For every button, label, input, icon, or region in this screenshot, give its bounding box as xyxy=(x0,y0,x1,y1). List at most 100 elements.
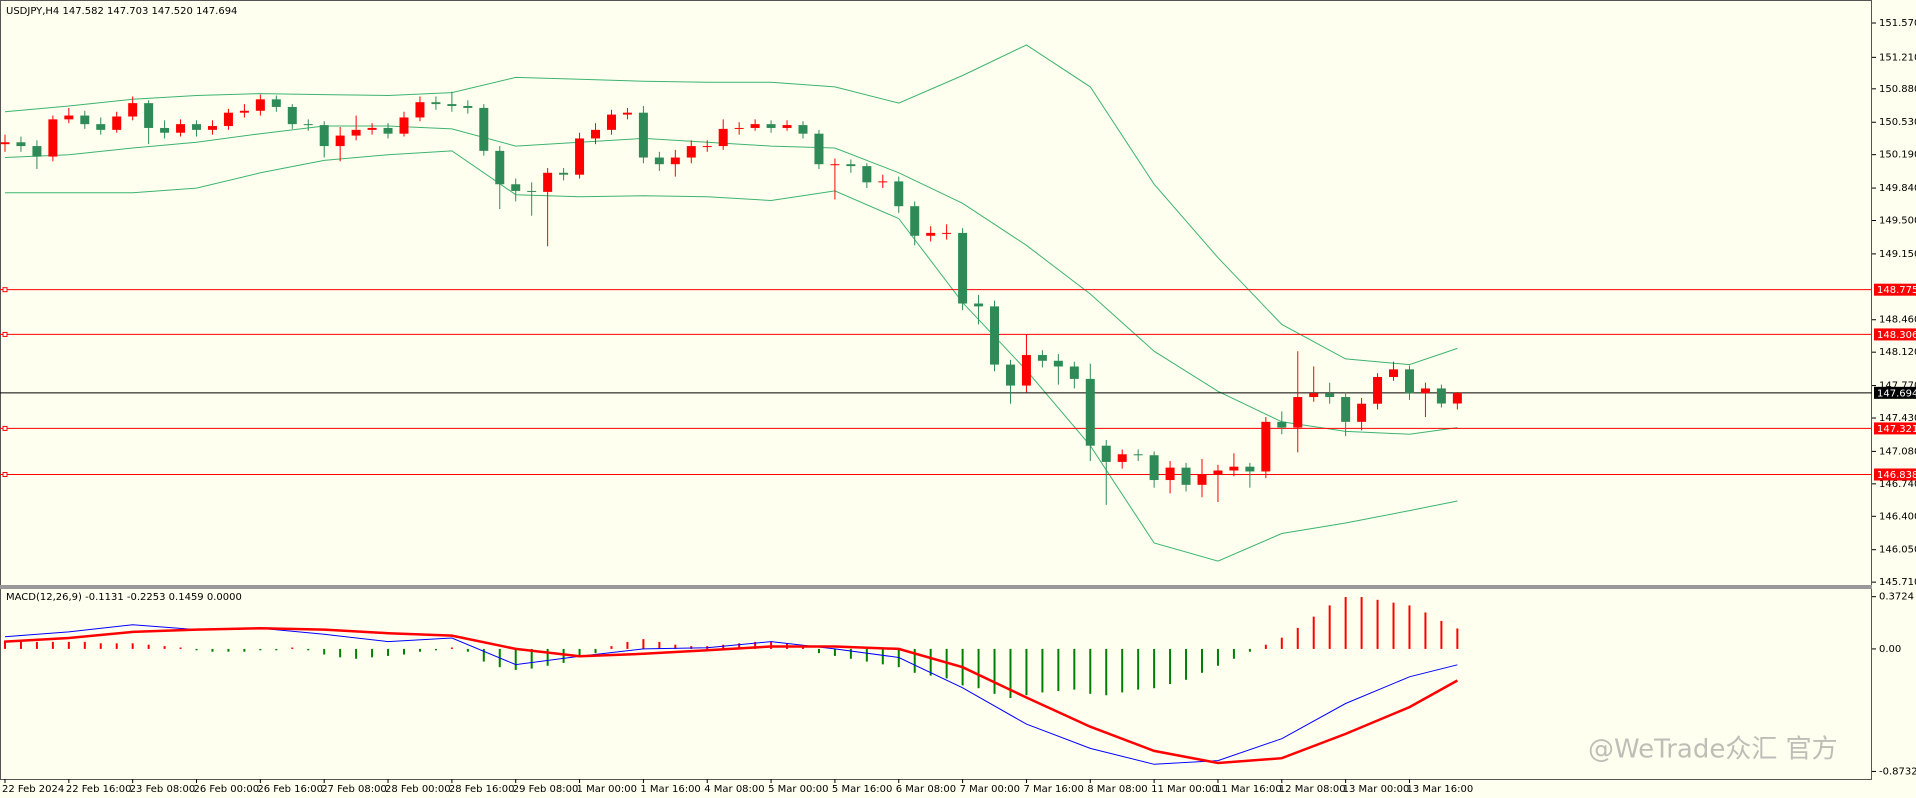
candle-body xyxy=(1436,388,1446,404)
candle-body xyxy=(1404,369,1414,394)
level-handle xyxy=(2,331,8,337)
candle-body xyxy=(495,150,505,185)
candle-body xyxy=(814,133,824,165)
x-tick-label: 27 Feb 08:00 xyxy=(321,784,387,795)
price-label-box xyxy=(1874,386,1916,399)
candle-body xyxy=(1149,455,1159,481)
candle-body xyxy=(80,115,90,125)
candle-body xyxy=(223,112,233,127)
candle-body xyxy=(1037,355,1047,361)
candle-body xyxy=(654,157,664,165)
candle-body xyxy=(1133,454,1143,456)
candle-body xyxy=(830,164,840,166)
x-tick-label: 7 Mar 00:00 xyxy=(960,784,1020,795)
x-tick-label: 22 Feb 16:00 xyxy=(66,784,132,795)
candle-body xyxy=(958,232,968,304)
level-handle xyxy=(2,472,8,478)
y-tick-label: 146.740 xyxy=(1879,479,1916,490)
x-tick-label: 12 Mar 08:00 xyxy=(1279,784,1346,795)
candle-body xyxy=(192,124,202,130)
x-tick-label: 13 Mar 16:00 xyxy=(1406,784,1473,795)
candle-body xyxy=(96,124,106,130)
candle-body xyxy=(575,138,585,175)
candle-body xyxy=(48,119,58,157)
level-handle xyxy=(2,425,8,431)
price-label: 147.694 xyxy=(1877,388,1916,399)
candle-body xyxy=(64,115,74,120)
candle-body xyxy=(990,306,1000,365)
x-tick-label: 28 Feb 00:00 xyxy=(385,784,451,795)
y-tick-label: 151.210 xyxy=(1879,52,1916,63)
candle-body xyxy=(1373,376,1383,404)
candle-body xyxy=(1309,393,1319,398)
candle-body xyxy=(1165,467,1175,481)
candle-body xyxy=(399,117,409,134)
y-tick-label: 147.770 xyxy=(1879,381,1916,392)
candle-body xyxy=(319,125,329,147)
y-tick-label: 149.840 xyxy=(1879,183,1916,194)
y-tick-label: 148.120 xyxy=(1879,347,1916,358)
candle-body xyxy=(543,172,553,192)
x-tick-label: 7 Mar 16:00 xyxy=(1023,784,1083,795)
candle-body xyxy=(160,127,170,133)
candle-body xyxy=(303,124,313,126)
candle-body xyxy=(463,106,473,108)
y-tick-label: 145.710 xyxy=(1879,577,1916,588)
candle-body xyxy=(0,142,10,145)
candle-body xyxy=(750,124,760,128)
price-label-box xyxy=(1874,422,1916,435)
candle-body xyxy=(1420,388,1430,394)
candle-body xyxy=(926,232,936,236)
candle-body xyxy=(606,114,616,130)
candle-body xyxy=(112,116,122,130)
candle-body xyxy=(287,106,297,125)
y-tick-label: 0.3724 xyxy=(1879,592,1914,603)
candle-body xyxy=(527,190,537,192)
candle-body xyxy=(1389,369,1399,377)
price-label: 146.838 xyxy=(1877,470,1916,481)
candle-body xyxy=(591,129,601,139)
level-handle xyxy=(2,287,8,293)
x-tick-label: 11 Mar 16:00 xyxy=(1215,784,1282,795)
candle-body xyxy=(207,126,217,130)
candle-body xyxy=(1181,467,1191,485)
candle-body xyxy=(16,142,26,147)
candle-body xyxy=(1261,421,1271,472)
candle-body xyxy=(1117,454,1127,462)
candle-body xyxy=(782,125,792,128)
candle-body xyxy=(447,104,457,107)
x-tick-label: 22 Feb 2024 xyxy=(2,784,64,795)
candle-body xyxy=(415,102,425,118)
candle-body xyxy=(686,146,696,158)
candle-body xyxy=(479,107,489,151)
y-tick-label: -0.8732 xyxy=(1879,766,1916,777)
band-upper xyxy=(4,44,1458,366)
candle-body xyxy=(1053,360,1063,367)
candle-body xyxy=(335,135,345,147)
candle-body xyxy=(176,124,186,133)
candle-body xyxy=(670,157,680,165)
candle-body xyxy=(846,164,856,167)
x-tick-label: 6 Mar 08:00 xyxy=(896,784,956,795)
candle-body xyxy=(367,127,377,130)
y-tick-label: 150.530 xyxy=(1879,117,1916,128)
candle-body xyxy=(559,172,569,175)
candle-body xyxy=(1229,466,1239,471)
y-tick-label: 147.080 xyxy=(1879,446,1916,457)
price-label-box xyxy=(1874,468,1916,481)
candle-body xyxy=(910,206,920,236)
watermark: @WeTrade众汇 官方 xyxy=(1588,735,1838,765)
candle-body xyxy=(1085,378,1095,446)
x-tick-label: 29 Feb 08:00 xyxy=(513,784,579,795)
price-label-box xyxy=(1874,283,1916,296)
y-tick-label: 150.190 xyxy=(1879,150,1916,161)
x-tick-label: 8 Mar 08:00 xyxy=(1087,784,1147,795)
candle-body xyxy=(1101,445,1111,462)
candle-body xyxy=(1325,393,1335,398)
y-tick-label: 147.430 xyxy=(1879,413,1916,424)
y-tick-label: 148.460 xyxy=(1879,315,1916,326)
candle-body xyxy=(1277,421,1287,428)
y-tick-label: 146.050 xyxy=(1879,545,1916,556)
candle-body xyxy=(1213,470,1223,475)
